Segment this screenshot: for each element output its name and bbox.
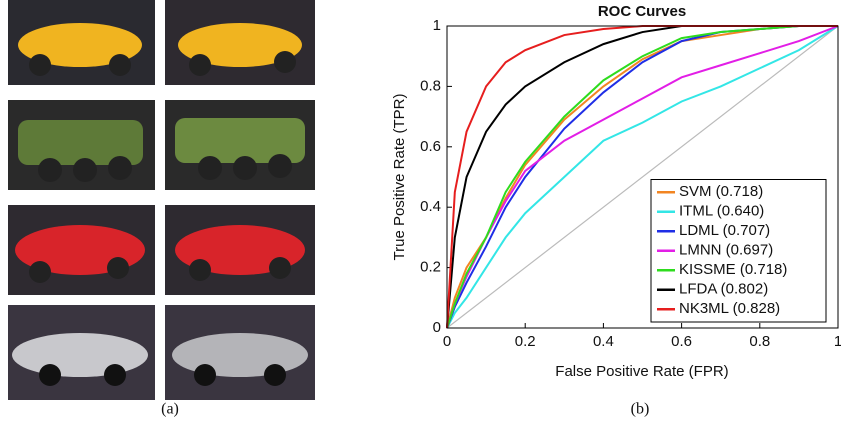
x-tick-label: 1 (834, 333, 841, 350)
legend-label: SVM (0.718) (679, 183, 763, 200)
chart-title: ROC Curves (598, 3, 686, 20)
y-tick-label: 0.8 (420, 77, 441, 94)
y-tick-label: 0.4 (420, 198, 441, 215)
panel-label: (a) (161, 401, 179, 418)
legend-label: NK3ML (0.828) (679, 300, 780, 317)
legend-label: ITML (0.640) (679, 203, 764, 220)
legend: SVM (0.718) ITML (0.640) LDML (0.707) LMNN … (651, 180, 826, 323)
legend-label: LMNN (0.697) (679, 242, 773, 259)
x-axis-label: False Positive Rate (FPR) (555, 363, 728, 380)
x-tick-label: 0.4 (593, 333, 614, 350)
y-tick-label: 0 (433, 319, 441, 336)
photo (8, 205, 155, 295)
x-tick-label: 0.2 (515, 333, 536, 350)
panel-label: (b) (631, 401, 650, 418)
photo (165, 205, 315, 295)
legend-label: LDML (0.707) (679, 222, 770, 239)
x-tick-label: 0.6 (671, 333, 692, 350)
x-tick-label: 0.8 (749, 333, 770, 350)
y-tick-label: 0.6 (420, 138, 441, 155)
legend-label: KISSME (0.718) (679, 261, 787, 278)
page: {"panel_labels": ["(a)", "(b)"], "chart_… (0, 0, 841, 422)
figure: (a) (b) ROC Curves False Positive Rate (… (0, 0, 841, 422)
photo-grid (8, 0, 315, 400)
y-tick-label: 0.2 (420, 259, 441, 276)
photo (8, 0, 155, 85)
y-axis-label: True Positive Rate (TPR) (391, 94, 408, 261)
photo (8, 305, 155, 400)
legend-label: LFDA (0.802) (679, 281, 768, 298)
x-tick-label: 0 (443, 333, 451, 350)
photo (165, 305, 315, 400)
y-tick-label: 1 (433, 17, 441, 34)
photo (165, 0, 315, 85)
photo (165, 100, 315, 190)
photo (8, 100, 155, 190)
